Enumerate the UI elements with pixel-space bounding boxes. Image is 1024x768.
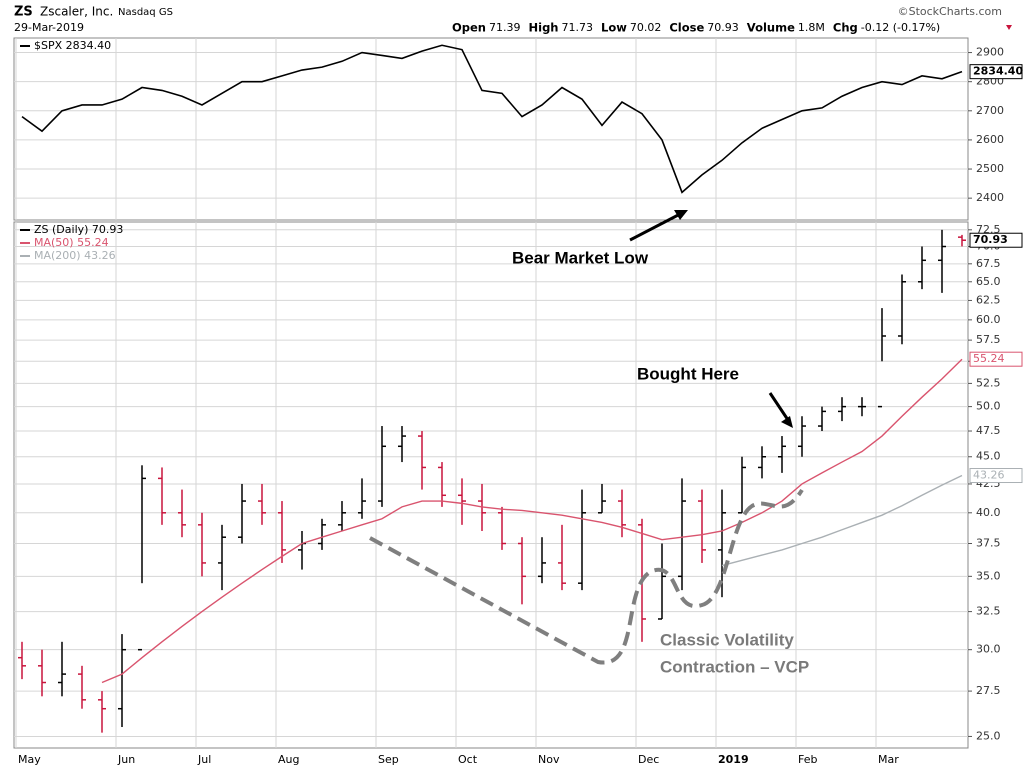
quote-value: 1.8M bbox=[798, 21, 825, 34]
x-tick-label: Sep bbox=[378, 753, 399, 766]
y-tick-label: 50.0 bbox=[976, 400, 1001, 413]
quote-label: Open bbox=[452, 21, 486, 35]
y-tick-label: 2500 bbox=[976, 162, 1004, 175]
y-tick-label: 35.0 bbox=[976, 569, 1001, 582]
arrow bbox=[768, 392, 790, 421]
arrow bbox=[629, 210, 685, 242]
y-tick-label: 32.5 bbox=[976, 605, 1001, 618]
copyright: ©StockCharts.com bbox=[898, 5, 1002, 18]
annotation: Classic Volatility bbox=[660, 630, 794, 649]
y-tick-label: 40.0 bbox=[976, 506, 1001, 519]
last-value-label: 43.26 bbox=[973, 469, 1005, 482]
y-tick-label: 62.5 bbox=[976, 293, 1001, 306]
quote-value: 70.93 bbox=[707, 21, 739, 34]
last-value-label: 2834.40 bbox=[973, 65, 1023, 78]
arrowhead bbox=[674, 210, 688, 220]
series-line bbox=[21, 44, 963, 194]
y-tick-label: 2600 bbox=[976, 133, 1004, 146]
company: Zscaler, Inc. bbox=[40, 5, 113, 19]
last-value-tag bbox=[969, 232, 1023, 248]
quote-value: 70.02 bbox=[630, 21, 662, 34]
quote-value: 71.39 bbox=[489, 21, 521, 34]
panel-frame bbox=[13, 37, 969, 221]
annotation: Bought Here bbox=[637, 364, 739, 383]
last-value-label: 70.93 bbox=[973, 233, 1008, 246]
chg-arrow bbox=[1006, 25, 1012, 30]
y-tick-label: 27.5 bbox=[976, 684, 1001, 697]
y-tick-label: 2900 bbox=[976, 46, 1004, 59]
y-tick-label: 57.5 bbox=[976, 333, 1001, 346]
quote-label: High bbox=[529, 21, 559, 35]
last-value-tag bbox=[969, 351, 1023, 367]
x-tick-label: Dec bbox=[638, 753, 659, 766]
quote-value: 71.73 bbox=[562, 21, 594, 34]
y-tick-label: 30.0 bbox=[976, 643, 1001, 656]
quote-label: Close bbox=[669, 21, 704, 35]
x-tick-label: 2019 bbox=[718, 753, 749, 766]
x-tick-label: Nov bbox=[538, 753, 560, 766]
last-value-tag bbox=[969, 468, 1023, 484]
legend-label: MA(50) 55.24 bbox=[34, 236, 109, 249]
x-tick-label: Feb bbox=[798, 753, 817, 766]
y-tick-label: 60.0 bbox=[976, 313, 1001, 326]
legend-label: MA(200) 43.26 bbox=[34, 249, 116, 262]
annotation: Bear Market Low bbox=[512, 248, 649, 267]
quote-label: Volume bbox=[747, 21, 795, 35]
x-tick-label: Jul bbox=[197, 753, 211, 766]
legend-label: $SPX 2834.40 bbox=[34, 39, 111, 52]
date: 29-Mar-2019 bbox=[14, 21, 84, 34]
y-tick-label: 45.0 bbox=[976, 450, 1001, 463]
quote-label: Low bbox=[601, 21, 627, 35]
quote: Open 71.39 High 71.73 Low 70.02 Close 70.93 Volu… bbox=[452, 21, 940, 35]
plot-layer: May Jun Jul Aug Sep Oct Nov Dec 2019 Feb Mar 2400 25… bbox=[14, 38, 1023, 766]
y-tick-label: 2700 bbox=[976, 104, 1004, 117]
y-tick-label: 2400 bbox=[976, 191, 1004, 204]
y-tick-label: 37.5 bbox=[976, 537, 1001, 550]
quote-value: -0.12 (-0.17%) bbox=[861, 21, 940, 34]
x-tick-label: May bbox=[18, 753, 41, 766]
legend-label: ZS (Daily) 70.93 bbox=[34, 223, 123, 236]
exchange: Nasdaq GS bbox=[118, 7, 173, 18]
series-line bbox=[721, 474, 963, 567]
arrowhead bbox=[781, 416, 793, 428]
last-value-label: 55.24 bbox=[973, 352, 1005, 365]
y-tick-label: 65.0 bbox=[976, 275, 1001, 288]
y-tick-label: 52.5 bbox=[976, 376, 1001, 389]
y-tick-label: 67.5 bbox=[976, 257, 1001, 270]
quote-label: Chg bbox=[833, 21, 858, 35]
symbol: ZS bbox=[14, 5, 33, 20]
annotation: Contraction – VCP bbox=[660, 657, 809, 676]
vcp-curve bbox=[369, 488, 804, 665]
y-tick-label: 47.5 bbox=[976, 424, 1001, 437]
x-tick-label: Mar bbox=[878, 753, 899, 766]
y-tick-label: 72.5 bbox=[976, 223, 1001, 236]
x-tick-label: Aug bbox=[278, 753, 299, 766]
panel-frame bbox=[13, 221, 969, 749]
x-tick-label: Oct bbox=[458, 753, 478, 766]
series-line bbox=[101, 358, 963, 684]
y-tick-label: 25.0 bbox=[976, 729, 1001, 742]
last-value-tag bbox=[969, 64, 1023, 80]
x-tick-label: Jun bbox=[117, 753, 135, 766]
